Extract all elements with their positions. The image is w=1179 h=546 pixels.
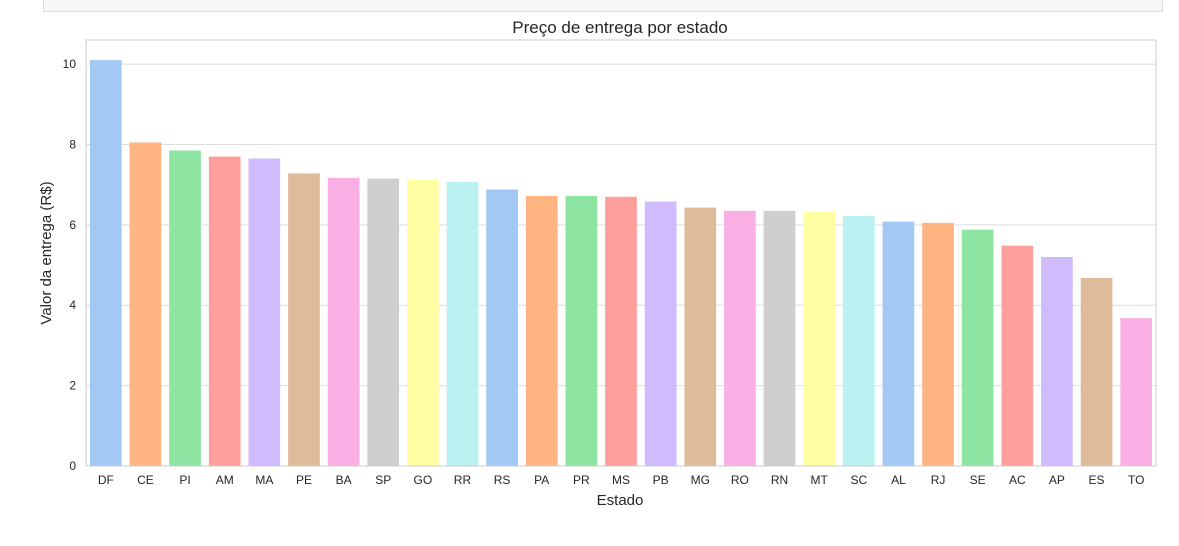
x-tick-label: DF — [98, 473, 114, 487]
x-tick-label: AP — [1049, 473, 1065, 487]
bar-ac — [1001, 245, 1034, 466]
x-tick-label: SC — [850, 473, 867, 487]
x-tick-label: RO — [731, 473, 749, 487]
x-tick-label: SE — [970, 473, 986, 487]
bar-al — [882, 221, 915, 466]
bar-sp — [367, 178, 400, 466]
bar-se — [961, 229, 994, 466]
bar-ba — [327, 177, 360, 466]
y-tick-label: 6 — [69, 218, 76, 232]
y-tick-label: 0 — [69, 459, 76, 473]
x-tick-label: TO — [1128, 473, 1144, 487]
bar-sc — [842, 216, 875, 466]
bar-ms — [605, 196, 637, 467]
x-tick-label: BA — [336, 473, 352, 487]
y-tick-label: 8 — [69, 137, 76, 151]
bar-es — [1080, 277, 1113, 466]
y-tick-label: 2 — [69, 379, 76, 393]
bar-pi — [169, 150, 201, 467]
x-tick-label: MT — [810, 473, 828, 487]
x-tick-label: PB — [653, 473, 669, 487]
x-tick-label: MA — [255, 473, 273, 487]
x-tick-label: PE — [296, 473, 312, 487]
x-tick-label: GO — [414, 473, 433, 487]
y-axis-label: Valor da entrega (R$) — [38, 181, 55, 324]
y-tick-labels: 0 2 4 6 8 10 — [63, 57, 77, 473]
bar-mg — [684, 207, 717, 466]
bar-rr — [446, 181, 479, 467]
bar-ce — [129, 142, 162, 466]
bar-to — [1120, 318, 1153, 466]
bar-rj — [922, 222, 954, 466]
x-tick-label: SP — [375, 473, 391, 487]
x-tick-label: ES — [1089, 473, 1105, 487]
x-axis-label: Estado — [597, 492, 644, 509]
x-tick-label: AM — [216, 473, 234, 487]
x-tick-label: AC — [1009, 473, 1026, 487]
bar-pa — [525, 195, 558, 466]
bar-go — [407, 179, 439, 466]
x-tick-label: RN — [771, 473, 788, 487]
chart-title: Preço de entrega por estado — [512, 18, 727, 37]
x-tick-label: PA — [534, 473, 549, 487]
bar-pe — [288, 173, 320, 466]
x-tick-label: MG — [691, 473, 710, 487]
bar-rs — [486, 189, 518, 466]
y-tick-label: 4 — [69, 298, 76, 312]
x-tick-label: RJ — [931, 473, 946, 487]
bars — [89, 60, 1153, 467]
y-tick-label: 10 — [63, 57, 77, 71]
bar-ma — [248, 158, 281, 466]
bar-df — [89, 60, 122, 467]
bar-pr — [565, 195, 598, 466]
bar-pb — [644, 201, 677, 467]
x-tick-labels: DF CE PI AM MA PE BA SP GO RR RS PA PR MS PB MG RO RN MT SC… — [98, 473, 1145, 487]
bar-ro — [724, 210, 756, 466]
bar-rn — [763, 210, 796, 466]
x-tick-label: CE — [137, 473, 154, 487]
x-tick-label: PI — [179, 473, 190, 487]
top-toolbar-strip — [43, 0, 1163, 12]
x-tick-label: RR — [454, 473, 472, 487]
x-tick-label: AL — [891, 473, 906, 487]
x-tick-label: MS — [612, 473, 630, 487]
bar-am — [208, 156, 241, 466]
bar-ap — [1041, 257, 1073, 466]
bar-mt — [803, 211, 835, 466]
plot-frame — [85, 39, 1157, 467]
x-tick-label: PR — [573, 473, 590, 487]
x-tick-label: RS — [494, 473, 511, 487]
